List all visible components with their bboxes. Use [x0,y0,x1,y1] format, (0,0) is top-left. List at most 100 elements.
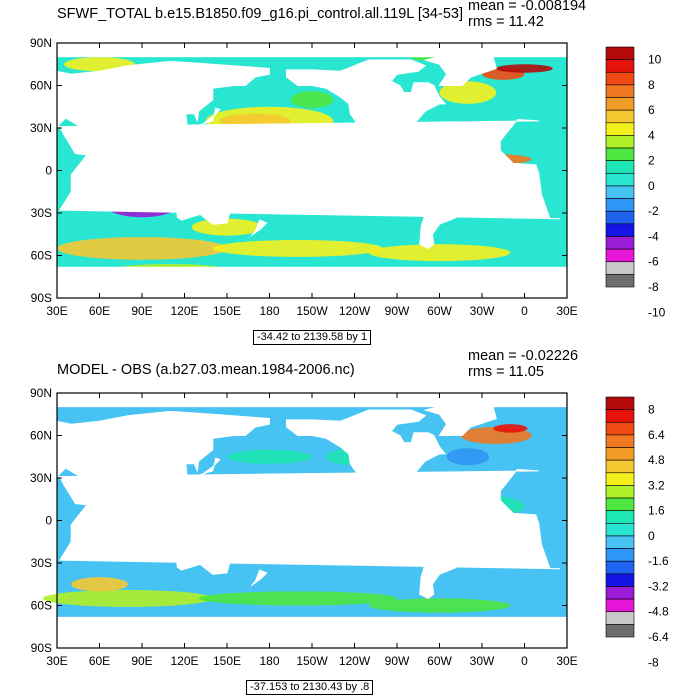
colorbar-swatch [605,147,635,161]
lon-tick-label: 120E [170,304,198,318]
map-plot: 30E 60E 90E 120E 150E 180 150W 120W 90W 60W 30W 0 30… [30,386,578,668]
colorbar-swatch [605,71,635,86]
range-label: -34.42 to 2139.58 by 1 [253,330,372,345]
lon-tick-label: 0 [521,654,528,668]
colorbar-label: -3.2 [648,579,669,593]
colorbar-label: 6 [648,103,655,117]
colorbar-swatch [605,598,635,613]
lon-tick-label: 120E [170,654,198,668]
lon-tick-label: 30E [46,304,67,318]
colorbar-label: -8 [648,655,659,669]
lon-tick-label: 120W [339,304,371,318]
colorbar: 8 6.4 4.8 3.2 1.6 0 -1.6 -3.2 -4.8 -6.4 -8 [605,396,669,669]
range-label: -37.153 to 2130.43 by .8 [246,680,374,695]
maritime-continent-land [148,511,228,534]
colorbar-label: -4 [648,229,659,243]
colorbar-swatch [605,434,635,448]
new-zealand-land [250,569,268,587]
colorbar-swatch [605,421,635,436]
philippines-land [184,143,194,163]
colorbar-swatch [605,135,635,149]
lon-tick-label: 150E [213,654,241,668]
colorbar-swatch [605,548,635,562]
land-mask [56,393,567,648]
colorbar-swatch [605,109,635,124]
panel-sfwf-total: SFWF_TOTAL b.e15.B1850.f09_g16.pi_contro… [30,0,666,345]
colorbar-label: -8 [648,280,659,294]
map-plot: 30E 60E 90E 120E 150E 180 150W 120W 90W 60W 30W 0 30… [30,36,578,318]
lon-tick-label: 30E [556,654,577,668]
colorbar-swatch [605,198,635,212]
lon-tick-label: 180 [259,304,279,318]
lon-tick-label: 30E [46,654,67,668]
colorbar-swatch [605,409,635,423]
lat-tick-label: 0 [45,514,52,528]
panel-title: MODEL - OBS (a.b27.03.mean.1984-2006.nc) [57,362,355,378]
lat-tick-label: 30N [30,471,52,485]
lat-tick-label: 90N [30,36,52,50]
colorbar-swatch [605,160,635,174]
colorbar-swatch [605,396,635,410]
colorbar-swatch [605,497,635,511]
colorbar-swatch [605,236,635,250]
colorbar-label: 1.6 [648,504,665,518]
colorbar-swatch [605,84,635,98]
lat-tick-label: 60S [31,599,52,613]
colorbar-swatch [605,611,635,625]
colorbar-swatch [605,185,635,199]
rms-stat: rms = 11.05 [468,364,544,380]
lat-tick-label: 60S [31,249,52,263]
new-zealand-land [250,219,268,237]
lat-tick-label: 90S [31,641,52,655]
lon-tick-label: 120W [339,654,371,668]
australia-land [175,185,232,225]
colorbar-swatch [605,560,635,575]
colorbar-swatch [605,459,635,474]
lat-tick-label: 90S [31,291,52,305]
colorbar-swatch [605,46,635,60]
lon-tick-label: 150W [296,654,328,668]
colorbar-label: 0 [648,529,655,543]
mean-stat: mean = -0.008194 [468,0,587,14]
north-america-land [286,409,447,510]
colorbar-swatch [605,261,635,275]
colorbar-label: -6 [648,255,659,269]
colorbar-label: 3.2 [648,478,665,492]
lon-tick-label: 90W [385,654,410,668]
colorbar-label: -1.6 [648,554,669,568]
colorbar-swatch [605,535,635,549]
colorbar-swatch [605,210,635,225]
lat-tick-label: 60N [30,429,52,443]
colorbar-label: 4.8 [648,453,665,467]
colorbar-label: 2 [648,154,655,168]
colorbar-label: -10 [648,305,666,319]
japan-land [198,107,221,126]
colorbar-swatch [605,59,635,73]
lat-tick-label: 30N [30,121,52,135]
panel-title: SFWF_TOTAL b.e15.B1850.f09_g16.pi_contro… [57,6,463,22]
antarctica-land [57,616,567,648]
india-land [110,127,139,161]
colorbar-label: 4 [648,128,655,142]
lon-tick-label: 60E [89,304,110,318]
lon-tick-label: 90E [131,304,152,318]
lon-tick-label: 180 [259,654,279,668]
colorbar-label: 0 [648,179,655,193]
colorbar-label: 6.4 [648,428,665,442]
colorbar-swatch [605,485,635,499]
lon-tick-label: 30W [470,304,495,318]
colorbar-label: 8 [648,78,655,92]
lat-tick-label: 30S [31,206,52,220]
lon-tick-label: 90E [131,654,152,668]
colorbar-swatch [605,173,635,187]
lon-tick-label: 60E [89,654,110,668]
colorbar-label: 8 [648,403,655,417]
lon-tick-label: 150E [213,304,241,318]
australia-land [175,535,232,575]
lon-tick-label: 0 [521,304,528,318]
colorbar-swatch [605,573,635,587]
lon-tick-label: 90W [385,304,410,318]
colorbar-swatch [605,586,635,600]
india-land [110,477,139,511]
arabia-land [63,127,98,153]
